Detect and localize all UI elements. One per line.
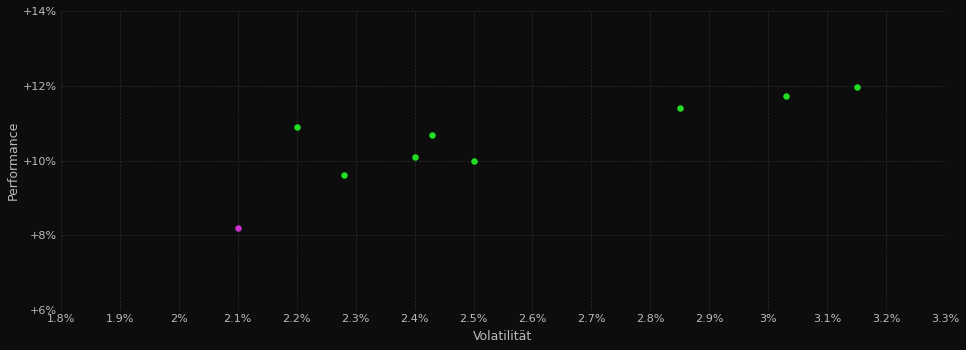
Point [407, 154, 422, 160]
Point [672, 105, 688, 111]
Point [230, 225, 245, 231]
Point [466, 159, 481, 164]
Point [849, 84, 865, 89]
Point [778, 93, 793, 99]
Point [289, 124, 304, 130]
Point [424, 132, 440, 138]
Y-axis label: Performance: Performance [7, 121, 20, 200]
Point [336, 172, 352, 178]
X-axis label: Volatilität: Volatilität [473, 330, 532, 343]
